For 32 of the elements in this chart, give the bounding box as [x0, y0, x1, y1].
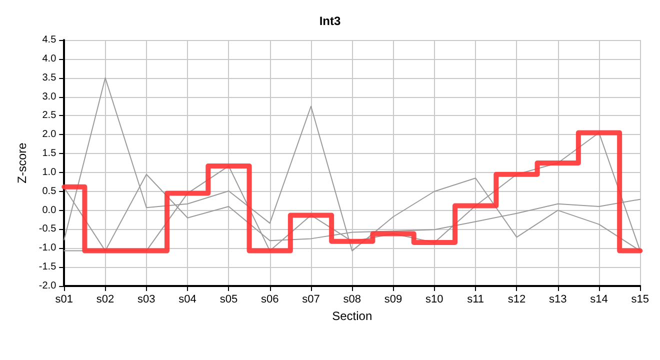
y-tick-label: 2.5: [42, 110, 57, 122]
chart-title: Int3: [319, 14, 341, 28]
x-tick-label: s15: [631, 294, 650, 306]
x-tick-label: s01: [55, 294, 74, 306]
y-axis-title: Z-score: [15, 142, 29, 184]
y-tick-label: -0.5: [38, 224, 57, 235]
y-tick-label: 3.5: [42, 72, 57, 84]
y-tick-label: 3.0: [42, 91, 57, 102]
x-tick-label: s08: [343, 294, 362, 306]
y-tick-label: -2.0: [38, 280, 57, 292]
y-tick-label: 4.0: [42, 53, 57, 64]
y-tick-label: -1.5: [38, 262, 57, 273]
x-tick-label: s11: [467, 294, 484, 306]
x-axis-title: Section: [332, 309, 372, 323]
y-tick-label: -1.0: [38, 242, 57, 254]
y-tick-label: 1.0: [42, 166, 57, 178]
x-tick-label: s02: [96, 294, 114, 306]
x-tick-label: s10: [426, 294, 444, 306]
x-tick-label: s07: [302, 294, 320, 306]
x-tick-label: s13: [548, 294, 567, 306]
y-tick-label: 0.5: [42, 186, 57, 197]
y-tick-label: 2.0: [42, 129, 57, 140]
x-tick-label: s12: [508, 294, 526, 306]
x-tick-label: s14: [590, 294, 608, 306]
x-tick-label: s03: [138, 294, 156, 306]
x-tick-label: s09: [384, 294, 402, 306]
x-tick-label: s06: [260, 294, 279, 306]
x-tick-label: s05: [220, 294, 238, 306]
x-tick-label: s04: [178, 294, 196, 306]
y-tick-label: 4.5: [42, 34, 57, 46]
y-tick-label: 1.5: [42, 148, 57, 160]
y-tick-label: 0.0: [42, 204, 57, 216]
